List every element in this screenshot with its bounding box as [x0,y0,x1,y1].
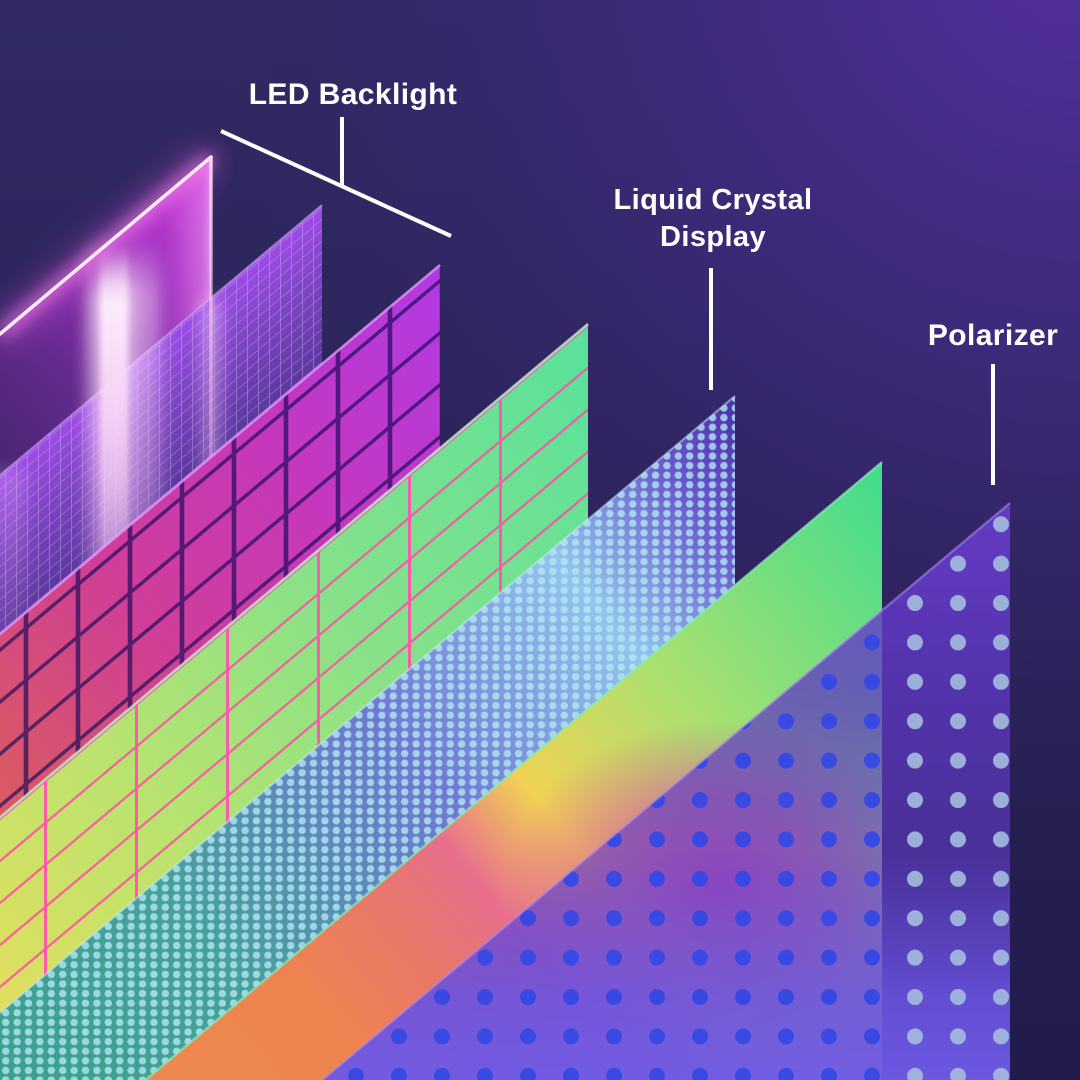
glow-streak-secondary [138,226,161,566]
polarizer-edge-rim [320,502,1011,1080]
tft-edge-rim [0,264,441,636]
backlight-edge-glow-core [0,155,213,336]
label-liquid-crystal-display: Liquid Crystal Display [614,182,813,256]
dot-matrix-edge-rim [0,395,736,1015]
callout-lines [220,117,995,485]
label-polarizer: Polarizer [927,319,1059,352]
polarizer-dots-right [882,503,1010,1080]
label-led-backlight: LED Backlight [248,78,458,111]
callout-line-backlight-bracket [220,129,452,238]
label-lcd-line2: Display [660,221,766,253]
label-lcd-line1: Liquid Crystal [613,184,813,216]
lines-edge-rim [0,323,589,820]
spectrum-edge-rim [143,461,883,1080]
